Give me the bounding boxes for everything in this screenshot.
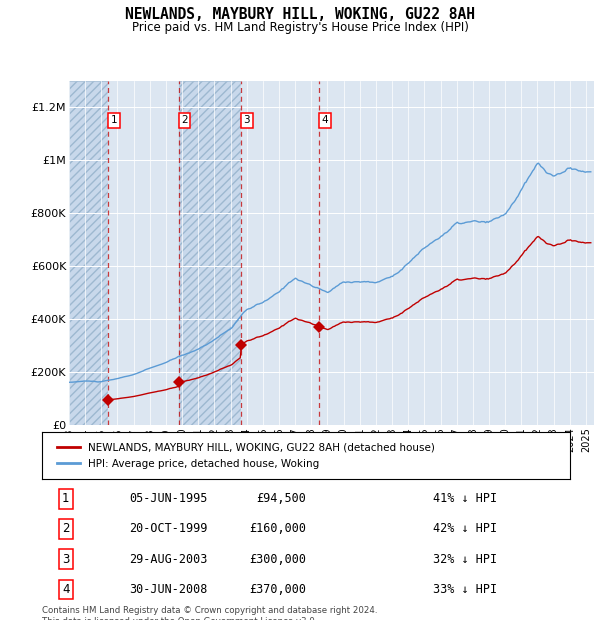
Text: 42% ↓ HPI: 42% ↓ HPI <box>433 523 497 536</box>
Text: 05-JUN-1995: 05-JUN-1995 <box>129 492 208 505</box>
Bar <box>241 81 319 425</box>
Bar <box>69 81 108 425</box>
Text: 1: 1 <box>62 492 70 505</box>
Text: 4: 4 <box>62 583 70 596</box>
Text: 2: 2 <box>181 115 188 125</box>
Text: 3: 3 <box>244 115 250 125</box>
Text: 30-JUN-2008: 30-JUN-2008 <box>129 583 208 596</box>
Text: £370,000: £370,000 <box>249 583 306 596</box>
Bar <box>69 81 108 425</box>
Text: 1: 1 <box>110 115 117 125</box>
Text: Price paid vs. HM Land Registry's House Price Index (HPI): Price paid vs. HM Land Registry's House … <box>131 21 469 34</box>
Text: 29-AUG-2003: 29-AUG-2003 <box>129 552 208 565</box>
Text: NEWLANDS, MAYBURY HILL, WOKING, GU22 8AH: NEWLANDS, MAYBURY HILL, WOKING, GU22 8AH <box>125 7 475 22</box>
Text: Contains HM Land Registry data © Crown copyright and database right 2024.
This d: Contains HM Land Registry data © Crown c… <box>42 606 377 620</box>
Bar <box>179 81 241 425</box>
Text: £94,500: £94,500 <box>256 492 306 505</box>
Text: 20-OCT-1999: 20-OCT-1999 <box>129 523 208 536</box>
Text: 2: 2 <box>62 523 70 536</box>
Text: £300,000: £300,000 <box>249 552 306 565</box>
Text: 4: 4 <box>322 115 328 125</box>
Bar <box>108 81 179 425</box>
Text: 33% ↓ HPI: 33% ↓ HPI <box>433 583 497 596</box>
Text: 41% ↓ HPI: 41% ↓ HPI <box>433 492 497 505</box>
Bar <box>179 81 241 425</box>
Text: 32% ↓ HPI: 32% ↓ HPI <box>433 552 497 565</box>
Legend: NEWLANDS, MAYBURY HILL, WOKING, GU22 8AH (detached house), HPI: Average price, d: NEWLANDS, MAYBURY HILL, WOKING, GU22 8AH… <box>52 438 439 472</box>
Text: 3: 3 <box>62 552 70 565</box>
Text: £160,000: £160,000 <box>249 523 306 536</box>
